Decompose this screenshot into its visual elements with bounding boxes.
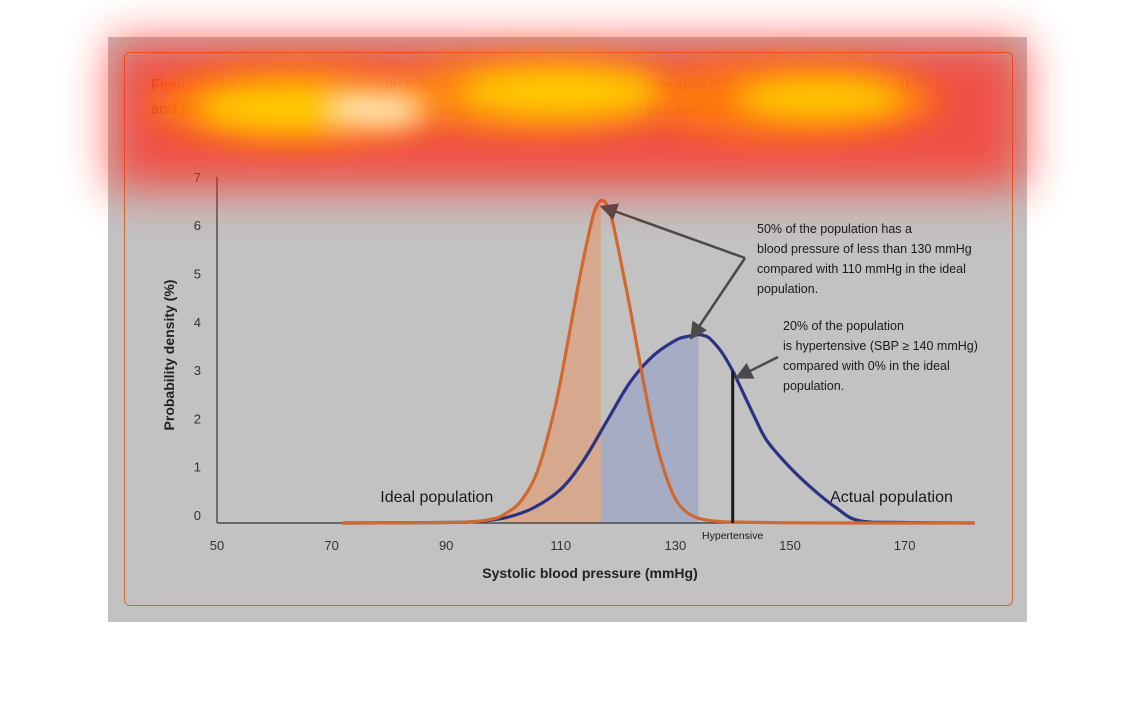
arrow-to-ideal-peak [599,203,746,260]
y-tick-label: 7 [194,170,201,185]
hypertensive-label: Hypertensive [702,530,763,542]
x-tick-label: 150 [779,538,801,553]
x-tick-label: 70 [324,538,338,553]
annotation-hypertensive-line-4: population. [783,379,844,393]
arrow-to-threshold [734,355,779,379]
annotation-hypertensive-line-2: is hypertensive (SBP ≥ 140 mmHg) [783,339,978,353]
y-tick-label: 1 [194,460,201,475]
annotation-median-line-2: blood pressure of less than 130 mmHg [757,242,972,256]
y-tick-label: 4 [194,315,201,330]
y-tick-label: 0 [194,508,201,523]
ideal-shaded-area [503,200,601,524]
shaded-regions [503,200,699,524]
x-tick-label: 130 [665,538,687,553]
x-tick-label: 110 [550,538,571,553]
x-axis-title: Systolic blood pressure (mmHg) [482,565,697,581]
x-tick-label: 170 [894,538,916,553]
x-tick-label: 90 [439,538,453,553]
annotation-hypertensive-line-3: compared with 0% in the ideal [783,359,950,373]
y-tick-label: 6 [194,218,201,233]
y-tick-label: 2 [194,411,201,426]
annotation-arrows [599,203,779,379]
annotation-median: 50% of the population has a blood pressu… [757,222,972,296]
annotation-hypertensive: 20% of the population is hypertensive (S… [783,319,978,393]
annotation-hypertensive-line-1: 20% of the population [783,319,904,333]
actual-population-label: Actual population [830,489,953,506]
ideal-population-label: Ideal population [380,489,493,506]
arrow-to-actual-peak [690,257,747,340]
y-tick-labels: 0 1 2 3 4 5 6 7 [194,170,201,523]
annotation-median-line-4: population. [757,282,818,296]
y-tick-label: 3 [194,363,201,378]
actual-shaded-area [503,334,699,523]
y-tick-label: 5 [194,267,201,282]
annotation-median-line-1: 50% of the population has a [757,222,912,236]
y-axis-title: Probability density (%) [161,280,177,431]
x-tick-labels: 50 70 90 110 130 150 170 [210,538,916,553]
x-tick-label: 50 [210,538,224,553]
annotation-median-line-3: compared with 110 mmHg in the ideal [757,262,966,276]
